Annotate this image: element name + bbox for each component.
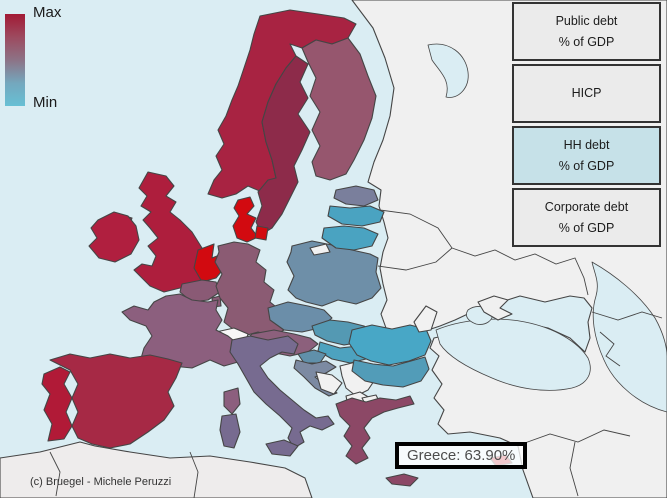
map-region-white-sea [427,43,469,98]
map-region-italy[interactable] [229,335,335,449]
map-region-belgium[interactable] [179,279,221,303]
metric-button-label: % of GDP [558,34,615,49]
map-region-crete[interactable] [385,473,419,487]
map-internal-border [379,209,453,249]
map-internal-border [49,451,61,497]
metric-button-label: Public debt [555,13,618,28]
map-region-africa [0,441,313,498]
map-region-moldova [413,305,438,333]
metric-button-hh-debt[interactable]: HH debt % of GDP [512,126,661,185]
map-region-bosnia [315,371,343,395]
copyright-credit: (c) Bruegel - Michele Peruzzi [30,476,172,488]
map-internal-border [569,441,579,497]
metric-button-label: HH debt [563,137,610,152]
map-region-black-sea [435,318,591,391]
map-region-lithuania[interactable] [321,225,379,251]
map-internal-border [521,429,631,445]
map-region-denmark-isles[interactable] [254,225,269,241]
map-region-uk[interactable] [133,171,209,293]
map-region-crimea [477,295,513,321]
metric-button-label: Corporate debt [544,199,629,214]
map-region-bulgaria[interactable] [351,356,430,388]
map-internal-border [599,331,621,367]
map-region-greece[interactable] [335,395,415,465]
metric-button-label: HICP [571,86,602,101]
map-internal-border [591,311,663,321]
map-region-caspian-sea [591,261,667,413]
map-region-estonia[interactable] [333,185,379,207]
map-region-sicily[interactable] [265,439,299,457]
map-region-kaliningrad [309,243,331,256]
map-region-romania[interactable] [348,324,432,366]
metric-button-label: % of GDP [558,158,615,173]
map-region-sardinia[interactable] [219,413,241,449]
map-region-finland[interactable] [301,37,377,181]
map-region-portugal[interactable] [41,366,73,442]
map-region-corsica[interactable] [223,387,241,415]
map-region-spain[interactable] [49,353,183,449]
map-internal-border [451,247,589,296]
map-internal-border [377,247,453,271]
metric-button-hicp[interactable]: HICP [512,64,661,123]
map-internal-border [189,451,199,498]
metric-button-corporate-debt[interactable]: Corporate debt % of GDP [512,188,661,247]
metric-button-label: % of GDP [558,220,615,235]
country-value-tooltip: Greece: 63.90% [395,442,528,469]
map-region-latvia[interactable] [327,205,385,227]
map-region-ireland[interactable] [88,211,140,263]
metric-button-group: Public debt% of GDP HICP HH debt% of GDP Co… [512,2,661,247]
metric-button-public-debt[interactable]: Public debt % of GDP [512,2,661,61]
map-region-france[interactable] [121,293,247,373]
